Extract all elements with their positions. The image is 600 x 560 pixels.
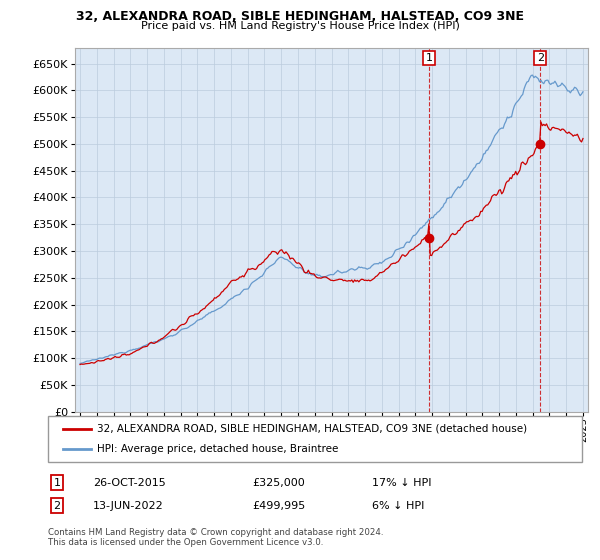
Text: 17% ↓ HPI: 17% ↓ HPI (372, 478, 431, 488)
Text: 26-OCT-2015: 26-OCT-2015 (93, 478, 166, 488)
Text: HPI: Average price, detached house, Braintree: HPI: Average price, detached house, Brai… (97, 444, 338, 454)
Text: £325,000: £325,000 (252, 478, 305, 488)
Text: 32, ALEXANDRA ROAD, SIBLE HEDINGHAM, HALSTEAD, CO9 3NE: 32, ALEXANDRA ROAD, SIBLE HEDINGHAM, HAL… (76, 10, 524, 23)
Text: 32, ALEXANDRA ROAD, SIBLE HEDINGHAM, HALSTEAD, CO9 3NE (detached house): 32, ALEXANDRA ROAD, SIBLE HEDINGHAM, HAL… (97, 423, 527, 433)
Text: Price paid vs. HM Land Registry's House Price Index (HPI): Price paid vs. HM Land Registry's House … (140, 21, 460, 31)
Text: 1: 1 (53, 478, 61, 488)
Text: 2: 2 (536, 53, 544, 63)
Text: 13-JUN-2022: 13-JUN-2022 (93, 501, 164, 511)
Text: 6% ↓ HPI: 6% ↓ HPI (372, 501, 424, 511)
Text: 1: 1 (425, 53, 433, 63)
Text: Contains HM Land Registry data © Crown copyright and database right 2024.
This d: Contains HM Land Registry data © Crown c… (48, 528, 383, 547)
Text: £499,995: £499,995 (252, 501, 305, 511)
Text: 2: 2 (53, 501, 61, 511)
